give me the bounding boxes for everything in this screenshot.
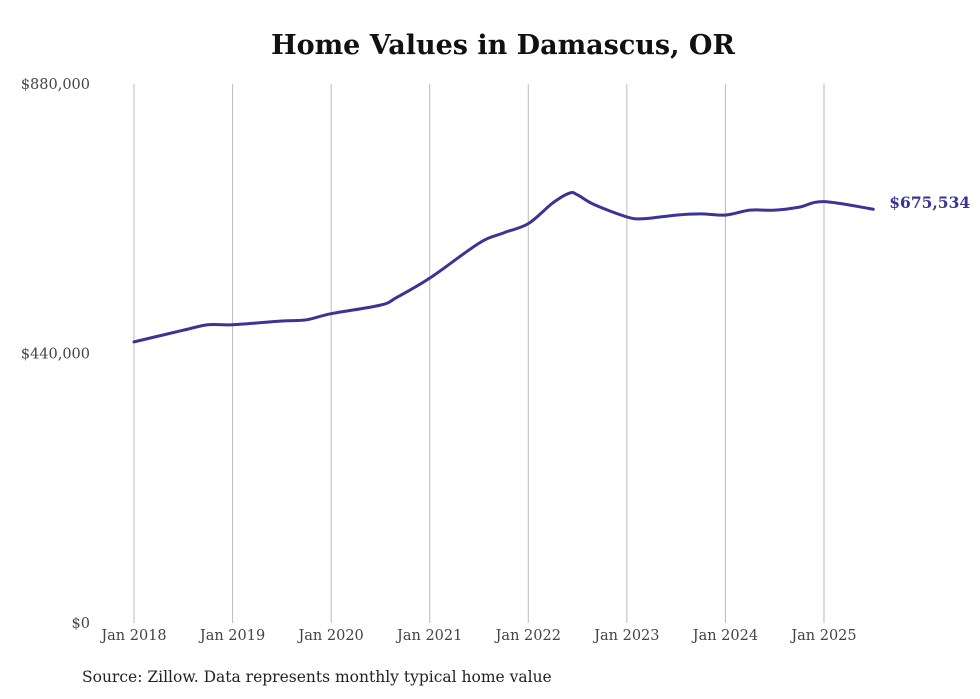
source-note: Source: Zillow. Data represents monthly … [82, 668, 552, 686]
y-tick-label: $0 [72, 616, 90, 632]
x-tick-label: Jan 2021 [395, 628, 462, 644]
x-tick-label: Jan 2024 [691, 628, 758, 644]
y-tick-label: $880,000 [21, 77, 90, 93]
x-tick-label: Jan 2018 [99, 628, 166, 644]
chart-title: Home Values in Damascus, OR [271, 30, 735, 61]
series-line [132, 190, 875, 344]
end-value-label: $675,534 [889, 193, 970, 212]
x-tick-label: Jan 2023 [592, 628, 659, 644]
x-tick-label: Jan 2019 [198, 628, 265, 644]
y-tick-label: $440,000 [21, 347, 90, 363]
x-tick-label: Jan 2022 [494, 628, 561, 644]
x-tick-label: Jan 2025 [789, 628, 856, 644]
x-tick-label: Jan 2020 [296, 628, 363, 644]
